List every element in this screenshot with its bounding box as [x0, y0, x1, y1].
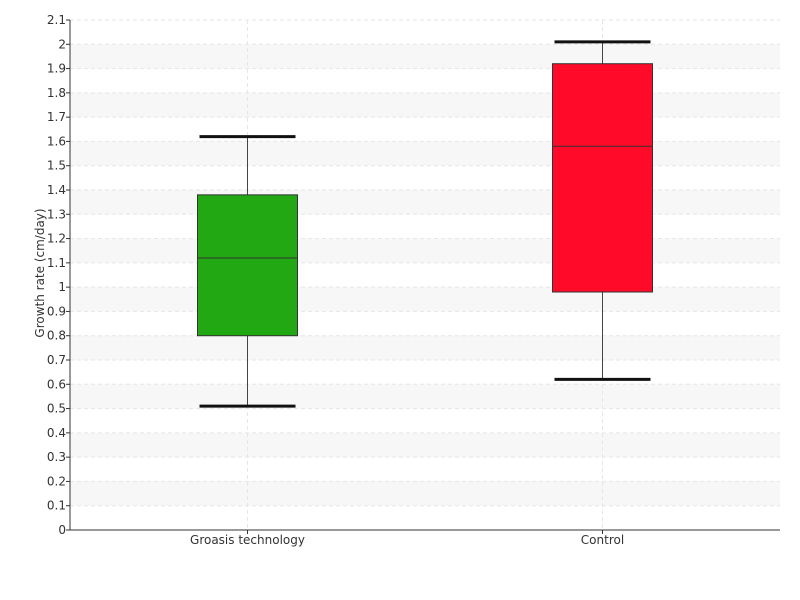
y-tick-labels: 0 0.1 0.2 0.3 0.4 0.5 0.6 0.7 0.8 0.9 1 1.1 1.2 1.3 1.… [47, 13, 66, 537]
y-tick-label: 1.6 [47, 134, 66, 148]
y-tick-label: 1.8 [47, 86, 66, 100]
band [70, 287, 780, 312]
y-tick-label: 0.1 [47, 499, 66, 513]
y-tick-label: 0.9 [47, 304, 66, 318]
y-tick-label: 0.5 [47, 402, 66, 416]
y-tick-label: 2 [58, 37, 66, 51]
boxes [197, 40, 653, 408]
box-2 [552, 40, 653, 381]
y-tick-label: 0.3 [47, 450, 66, 464]
grid-lines [70, 19, 780, 530]
x-tick-labels: Groasis technology Control [190, 533, 624, 547]
band [70, 238, 780, 263]
band [70, 92, 780, 118]
band [70, 384, 780, 409]
y-tick-label: 0.2 [47, 474, 66, 488]
y-tick-label: 1.5 [47, 159, 66, 173]
band [70, 481, 780, 506]
y-tick-label: 0.6 [47, 377, 66, 391]
y-tick-label: 0.7 [47, 353, 66, 367]
band [70, 44, 780, 69]
y-tick-label: 2.1 [47, 13, 66, 27]
band [70, 190, 780, 215]
axes [66, 19, 780, 534]
y-axis-label: Growth rate (cm/day) [33, 208, 47, 337]
band [70, 432, 780, 458]
y-tick-label: 1.9 [47, 62, 66, 76]
y-tick-label: 1.1 [47, 256, 66, 270]
iqr-box [197, 194, 298, 337]
y-tick-label: 0.8 [47, 329, 66, 343]
y-tick-label: 1.4 [47, 183, 66, 197]
y-tick-label: 1.7 [47, 110, 66, 124]
y-tick-label: 1.2 [47, 232, 66, 246]
band [70, 141, 780, 166]
y-tick-label: 1 [58, 280, 66, 294]
y-tick-label: 0.4 [47, 426, 66, 440]
iqr-box [552, 63, 653, 293]
x-tick-label: Groasis technology [190, 533, 305, 547]
y-tick-label: 0 [58, 523, 66, 537]
box-1 [197, 135, 298, 408]
y-tick-label: 1.3 [47, 207, 66, 221]
band [70, 335, 780, 360]
x-tick-label: Control [581, 533, 624, 547]
background-bands [70, 44, 780, 506]
